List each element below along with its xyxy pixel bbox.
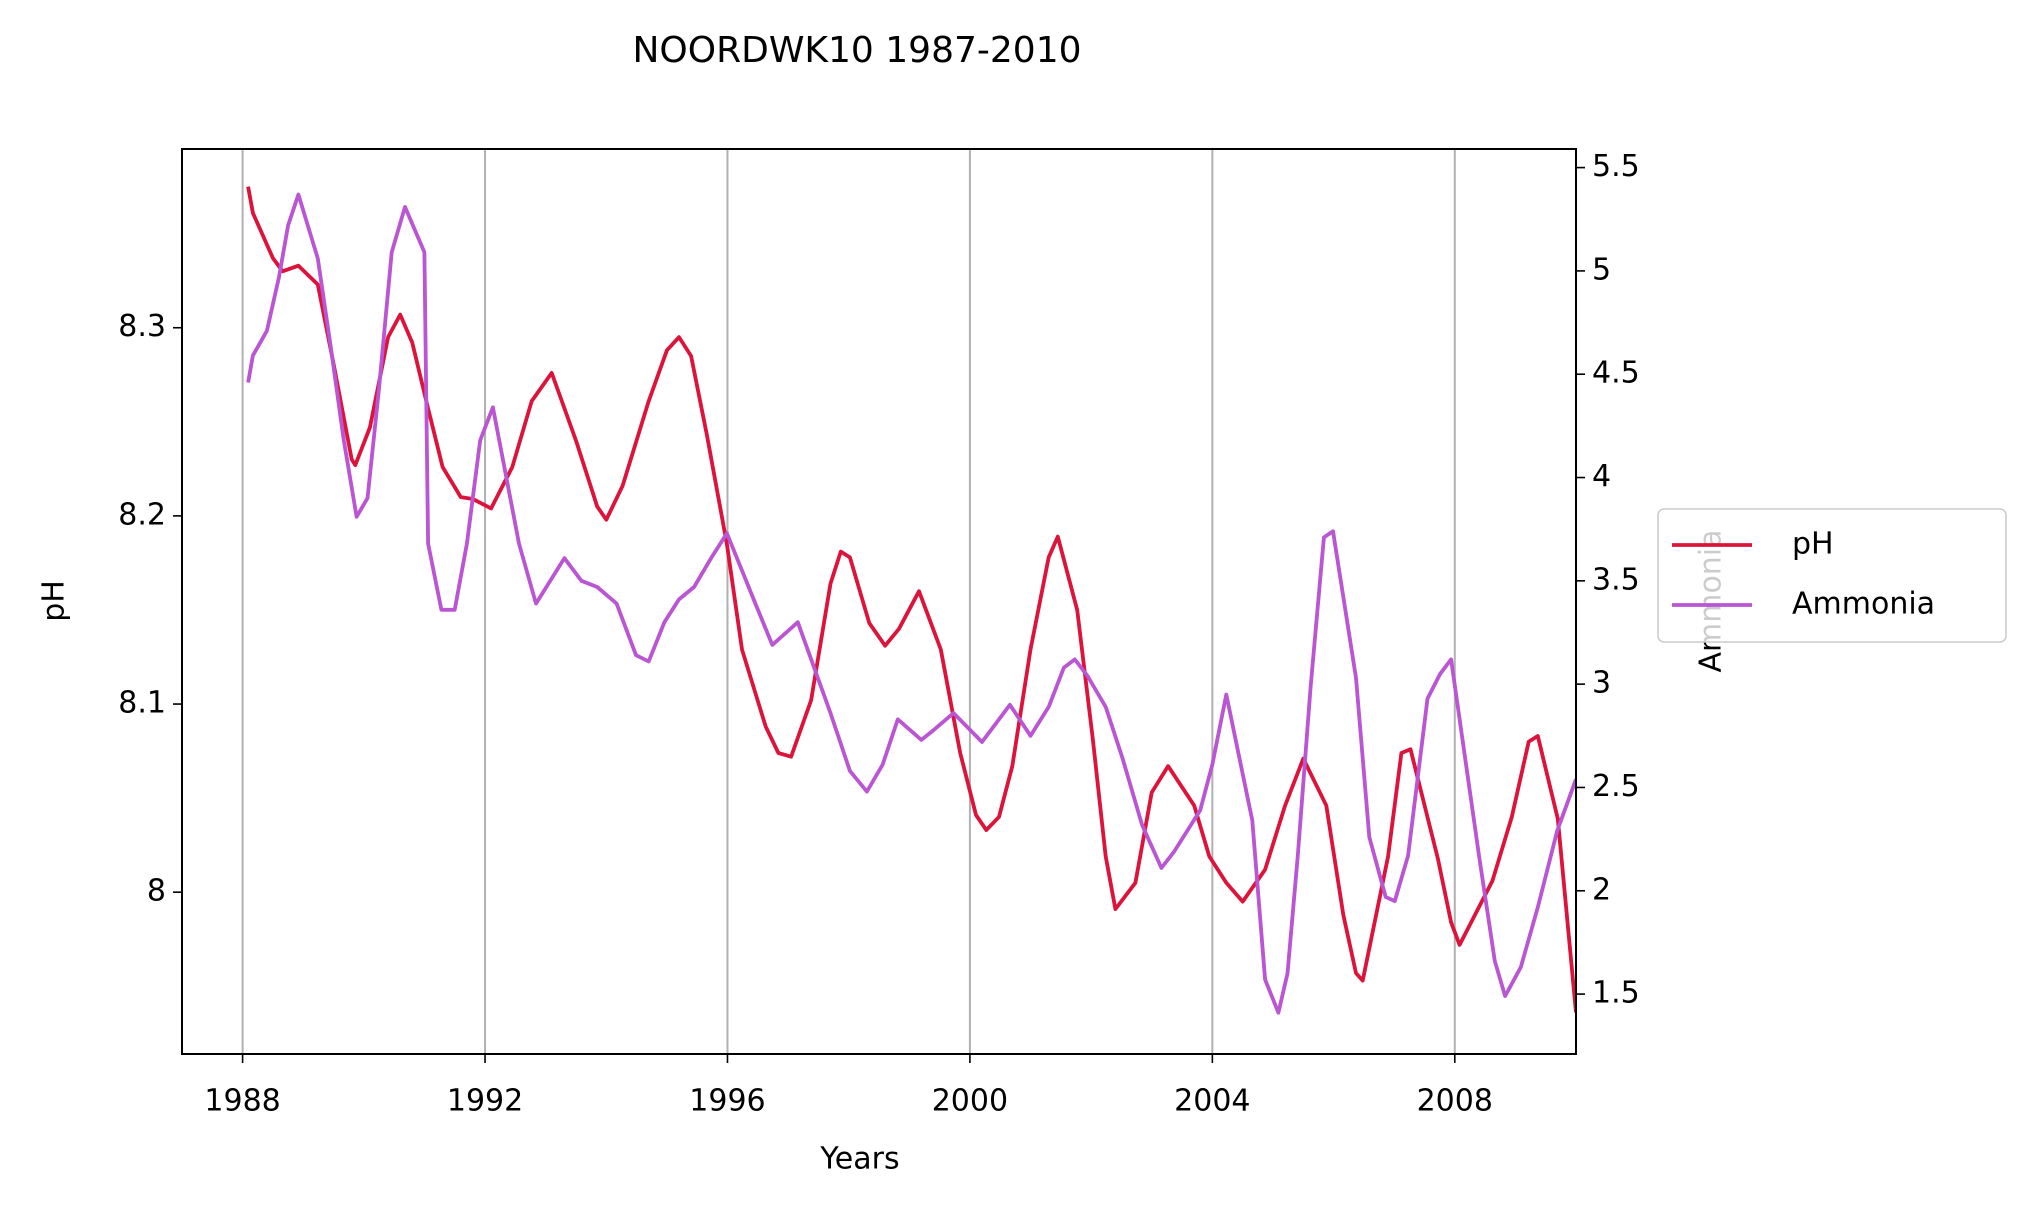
y-tick-label: 8.1 bbox=[118, 686, 166, 721]
y2-tick-label: 2 bbox=[1592, 872, 1611, 907]
y2-tick-label: 3.5 bbox=[1592, 562, 1640, 597]
y-tick-label: 8.2 bbox=[118, 497, 166, 532]
y-tick-label: 8 bbox=[147, 874, 166, 909]
x-tick-label: 2008 bbox=[1417, 1084, 1493, 1119]
y2-tick-label: 3 bbox=[1592, 666, 1611, 701]
axes-frame bbox=[181, 148, 1577, 1055]
x-tick-label: 1988 bbox=[204, 1084, 280, 1119]
y2-tick-label: 4.5 bbox=[1592, 356, 1640, 391]
x-tick-label: 1996 bbox=[689, 1084, 765, 1119]
line-series bbox=[246, 186, 1576, 1013]
y-axis-label: pH bbox=[37, 580, 72, 622]
legend-label: pH bbox=[1792, 527, 1834, 562]
y2-tick-label: 5 bbox=[1592, 252, 1611, 287]
legend: pH Ammonia bbox=[1657, 508, 2007, 643]
x-tick-label: 2000 bbox=[932, 1084, 1008, 1119]
plot-area bbox=[246, 186, 1576, 1015]
x-tick-label: 2004 bbox=[1174, 1084, 1250, 1119]
line-series bbox=[246, 192, 1576, 1015]
chart-title: NOORDWK10 1987-2010 bbox=[632, 30, 1081, 71]
y2-tick-label: 2.5 bbox=[1592, 769, 1640, 804]
x-tick-label: 1992 bbox=[447, 1084, 523, 1119]
legend-label: Ammonia bbox=[1792, 587, 1935, 622]
y2-tick-label: 1.5 bbox=[1592, 976, 1640, 1011]
y2-tick-label: 5.5 bbox=[1592, 149, 1640, 184]
y-tick-label: 8.3 bbox=[118, 309, 166, 344]
y2-tick-label: 4 bbox=[1592, 459, 1611, 494]
x-axis-label: Years bbox=[819, 1142, 899, 1177]
legend-box bbox=[1657, 508, 2007, 643]
